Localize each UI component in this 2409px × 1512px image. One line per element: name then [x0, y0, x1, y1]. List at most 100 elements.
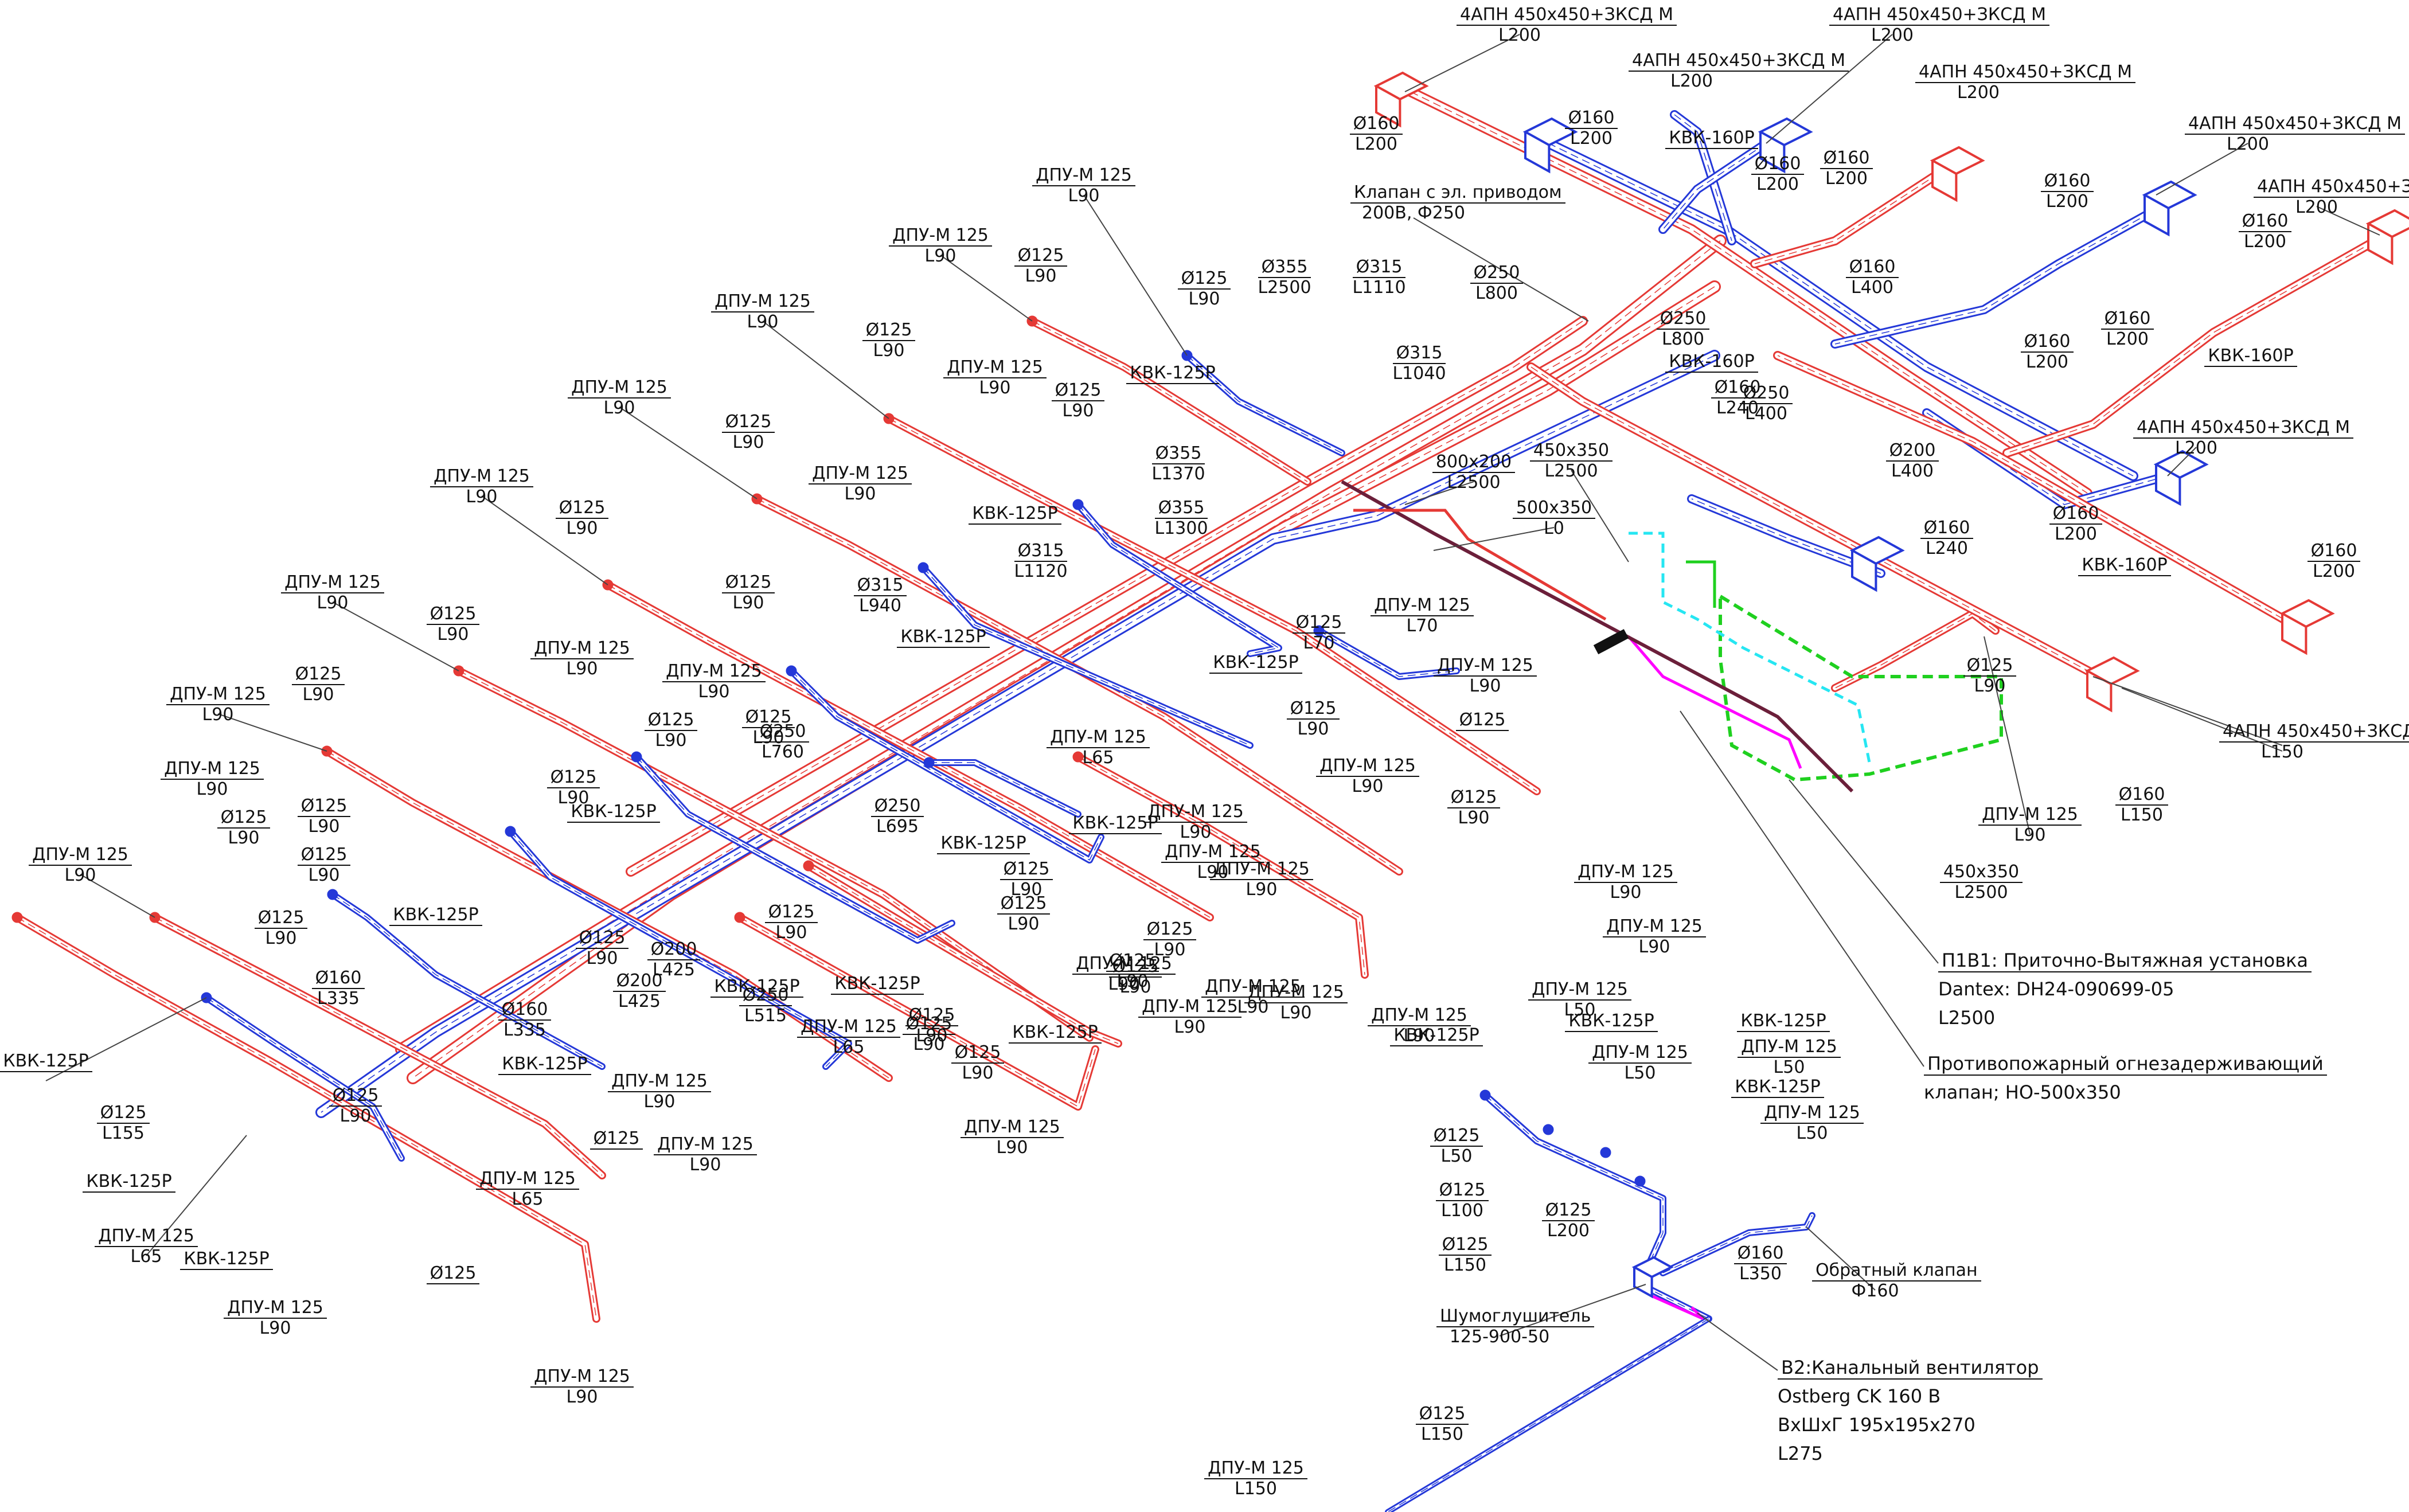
label-line-2: L100 — [1441, 1201, 1483, 1221]
label-line-1: Ø355 — [1151, 443, 1205, 464]
annotation-label: ДПУ-М 125 L90 — [932, 357, 1058, 398]
label-line-1: Ø200 — [612, 971, 666, 992]
label-line-2: L515 — [744, 1006, 787, 1026]
exhaust-branch-ne1 — [1532, 132, 2138, 481]
label-line-2: L50 — [1624, 1063, 1656, 1083]
annotation-label: ДПУ-М 125 L90 — [519, 638, 645, 679]
label-line-1: Ø160 — [2307, 541, 2361, 562]
supply-branch-ne3 — [2002, 230, 2390, 458]
annotation-label: ДПУ-М 125 L90 — [700, 291, 826, 333]
label-line-1: КВК-160Р — [1665, 128, 1758, 149]
annotation-label: Ø125 L150 — [1379, 1404, 1505, 1445]
annotation-label: ДПУ-М 125 L90 — [642, 1134, 768, 1175]
label-line-1: Ø125 — [1143, 919, 1197, 940]
annotation-label: ДПУ-М 125 L90 — [519, 1366, 645, 1408]
exhaust-branch-ne2 — [1658, 139, 1771, 234]
label-line-2: L200 — [2055, 524, 2097, 544]
label-line-1: Клапан с эл. приводом — [1350, 182, 1565, 204]
label-line-1: Ø125 — [1014, 245, 1068, 267]
grille-box-icon-7 — [2153, 450, 2209, 506]
annotation-label: ДПУ-М 125 L90 — [1061, 954, 1187, 995]
label-line-1: Ø125 — [721, 572, 775, 593]
annotation-label: Ø125 L90 — [1250, 698, 1376, 740]
supply-branch-7 — [151, 913, 606, 1179]
label-line-2: L90 — [259, 1318, 291, 1338]
label-line-1: ДПУ-М 125 — [166, 684, 270, 705]
label-line-1: Ø160 — [1349, 114, 1403, 135]
annotation-label: Ø355 L1300 — [1118, 498, 1244, 539]
label-line-2: L335 — [317, 989, 360, 1009]
annotation-label: Ø160 L200 — [1783, 148, 1910, 189]
label-line-1: Ø125 — [291, 664, 345, 685]
annotation-label: ДПУ-М 125 L90 — [556, 377, 682, 419]
annotation-label: КВК-160Р — [1649, 128, 1775, 149]
annotation-label: Ø125 L90 — [685, 572, 811, 614]
annotation-label: ДПУ-М 125 L90 — [1967, 804, 2093, 846]
label-line-1: ДПУ-М 125 — [961, 1117, 1064, 1138]
label-line-2: L90 — [1188, 289, 1220, 309]
label-line-2: L200 — [2227, 134, 2269, 154]
annotation-label: КВК-125Р — [880, 627, 1006, 648]
annotation-label: Ø125 L90 — [519, 498, 645, 539]
annotation-label: ДПУ-М 125 L90 — [651, 661, 777, 702]
annotation-label: ДПУ-М 125 L150 — [1193, 1458, 1319, 1499]
annotation-label: Ø125 L90 — [181, 807, 307, 849]
label-line-1: ДПУ-М 125 — [889, 225, 992, 247]
label-line-1: ДПУ-М 125 — [1138, 997, 1241, 1018]
label-line-2: L90 — [1108, 974, 1140, 994]
label-line-2: L150 — [2121, 805, 2163, 825]
annotation-label: Ø160 L335 — [275, 968, 401, 1009]
leader-line — [2092, 676, 2283, 746]
label-line-1: Ø160 — [1711, 377, 1764, 398]
annotation-label: КВК-125Р — [694, 976, 820, 998]
label-line-2: L200 — [2175, 438, 2217, 458]
grille-box-icon-4 — [1930, 146, 1985, 202]
equipment-note: П1В1: Приточно-Вытяжная установка Dantex:… — [1938, 946, 2312, 1032]
label-line-2: L425 — [653, 960, 695, 980]
annotation-label: КВК-125Р — [920, 833, 1047, 854]
annotation-label: Ø125 L90 — [608, 710, 734, 751]
annotation-label: ДПУ-М 125 L50 — [1726, 1037, 1852, 1078]
label-line-1: Ø160 — [311, 968, 365, 989]
label-line-2: L65 — [833, 1037, 865, 1057]
label-line-1: Ø125 — [764, 902, 818, 923]
annotation-label: Ø125 L90 — [1107, 919, 1233, 960]
label-line-2: L90 — [732, 593, 764, 613]
label-line-1: Шумоглушитель — [1436, 1306, 1595, 1327]
label-line-2: L90 — [1116, 971, 1149, 991]
annotation-label: Ø315 L1110 — [1316, 257, 1442, 298]
annotation-label: ДПУ-М 125 L90 — [1233, 982, 1359, 1023]
label-line-2: L335 — [503, 1020, 546, 1040]
label-line-1: Ø125 — [999, 859, 1053, 880]
label-line-2: L90 — [873, 341, 905, 361]
label-line-1: 4АПН 450х450+ЗКСД М — [1915, 62, 2136, 83]
label-line-1: Ø160 — [1733, 1243, 1787, 1264]
label-line-2: L200 — [1871, 25, 1914, 45]
label-line-1: ДПУ-М 125 — [1032, 165, 1135, 186]
leader-line — [1499, 1284, 1646, 1337]
label-line-1: ДПУ-М 125 — [654, 1134, 757, 1155]
label-line-2: L90 — [747, 312, 779, 332]
fan-box-icon — [1631, 1256, 1674, 1299]
label-line-1: КВК-125Р — [567, 802, 660, 823]
annotation-label: Ø160 L200 — [2064, 308, 2191, 350]
label-line-1: КВК-125Р — [710, 976, 803, 998]
label-line-2: L90 — [1280, 1003, 1312, 1023]
label-line-1: Ø125 — [297, 796, 351, 817]
label-line-2: L200 — [2026, 352, 2068, 372]
leader-line — [80, 874, 155, 918]
label-line-1: Ø125 — [1177, 268, 1231, 290]
annotation-label: КВК-125Р — [550, 802, 677, 823]
label-line-2: L90 — [996, 1138, 1028, 1158]
grille-icon — [327, 889, 338, 900]
label-line-2: L90 — [466, 487, 498, 507]
grille-box-icon-5 — [2142, 180, 2197, 237]
label-line-1: Ø125 — [1108, 956, 1162, 978]
b2-branch — [1660, 1212, 1815, 1276]
exhaust-branch-2 — [1075, 501, 1282, 657]
annotation-label: Ø125 L100 — [1399, 1180, 1525, 1221]
label-line-2: L90 — [196, 779, 228, 799]
label-line-2: L90 — [566, 518, 598, 538]
